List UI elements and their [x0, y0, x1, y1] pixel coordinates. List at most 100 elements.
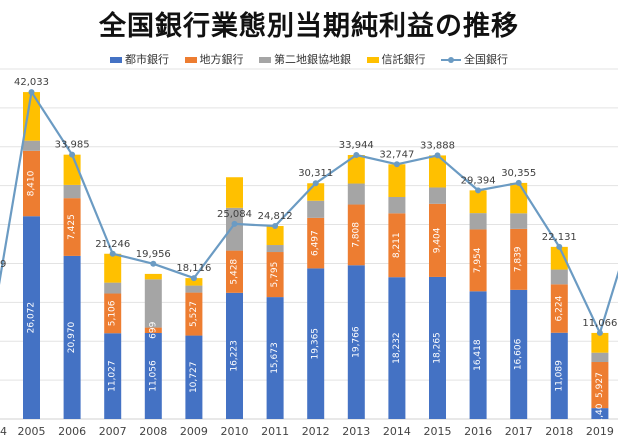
- bar-segment-regional-banks: [347, 204, 365, 266]
- line-point-all-banks: [556, 243, 563, 250]
- legend-label-trust-banks: 信託銀行: [381, 53, 426, 66]
- bar-label-regional-banks: 7,954: [473, 247, 483, 273]
- bar-segment-trust-banks: [510, 182, 528, 214]
- x-tick-label: 2011: [261, 425, 289, 438]
- line-point-all-banks: [231, 220, 238, 227]
- bar-label-city-banks: 20,970: [67, 321, 77, 353]
- legend-swatch-second-regional-banks: [259, 57, 271, 63]
- line-label-all-banks: 33,985: [55, 140, 90, 151]
- bar-segment-second-regional-banks: [388, 196, 406, 214]
- bar-segment-regional-banks: [307, 217, 325, 269]
- line-label-all-banks: 22,131: [542, 232, 577, 243]
- bar-label-regional-banks: 7,425: [67, 214, 77, 240]
- bar-segment-regional-banks: [429, 203, 446, 277]
- line-label-all-banks: 11,066: [582, 318, 617, 329]
- bar-segment-trust-banks: [550, 246, 568, 270]
- bar-label-regional-banks: 5,428: [230, 259, 240, 285]
- x-tick-label: 2010: [221, 425, 249, 438]
- bar-segment-regional-banks: [510, 228, 528, 290]
- bar-label-regional-banks: 9,404: [433, 227, 443, 253]
- line-label-all-banks: 29,394: [461, 175, 496, 186]
- legend-item-regional-banks: 地方銀行: [184, 51, 244, 67]
- bar-segment-regional-banks: [104, 293, 122, 334]
- x-tick-label: 2017: [505, 425, 533, 438]
- line-label-all-banks: 24,812: [258, 211, 293, 222]
- legend-swatch-trust-banks: [366, 57, 379, 63]
- bar-segment-second-regional-banks: [510, 213, 528, 229]
- legend-line-all-banks: [441, 56, 461, 64]
- bar-label-regional-banks: 5,527: [189, 301, 199, 327]
- bar-label-city-banks: 19,766: [351, 326, 361, 358]
- line-point-all-banks: [272, 223, 279, 230]
- line-label-edge: 9: [0, 259, 6, 270]
- bar-segment-trust-banks: [226, 177, 243, 208]
- bar-label-city-banks: 18,232: [392, 332, 402, 364]
- x-tick-label: 2007: [99, 425, 127, 438]
- bar-segment-trust-banks: [104, 253, 122, 283]
- x-tick-label: 2013: [342, 425, 370, 438]
- line-label-all-banks: 30,311: [298, 168, 333, 179]
- legend-item-all-banks: 全国銀行: [441, 51, 508, 67]
- bar-label-regional-banks: 6,224: [554, 295, 564, 321]
- line-point-all-banks: [150, 260, 157, 267]
- x-tick-label: 2012: [302, 425, 330, 438]
- legend-swatch-regional-banks: [184, 57, 197, 63]
- bar-segment-second-regional-banks: [144, 279, 162, 328]
- legend-label-second-regional-banks: 第二地銀協地銀: [274, 53, 351, 66]
- bar-segment-city-banks: [388, 277, 406, 419]
- bar-segment-second-regional-banks: [63, 184, 81, 199]
- legend-label-all-banks: 全国銀行: [464, 53, 508, 66]
- bar-segment-trust-banks: [388, 164, 406, 197]
- line-point-all-banks: [312, 180, 319, 187]
- x-tick-label: 2019: [586, 425, 614, 438]
- x-tick-label: 2016: [464, 425, 492, 438]
- x-tick-label: 2014: [383, 425, 411, 438]
- bar-segment-second-regional-banks: [429, 187, 446, 204]
- bar-label-regional-banks: 5,795: [270, 262, 280, 288]
- bar-segment-second-regional-banks: [591, 352, 609, 363]
- line-label-all-banks: 30,355: [501, 168, 536, 179]
- bar-label-regional-banks: 5,927: [595, 372, 605, 398]
- bar-segment-city-banks: [104, 333, 122, 419]
- line-point-all-banks: [28, 89, 35, 96]
- bar-label-regional-banks: 7,839: [514, 246, 524, 272]
- bar-segment-trust-banks: [347, 154, 365, 184]
- line-label-all-banks: 33,944: [339, 140, 374, 151]
- bar-label-city-banks: 11,056: [148, 360, 158, 392]
- x-tick-label: 2009: [180, 425, 208, 438]
- bar-segment-city-banks: [307, 268, 325, 419]
- bar-segment-city-banks: [469, 291, 487, 419]
- bar-label-city-banks: 10,727: [189, 362, 199, 394]
- bar-segment-second-regional-banks: [307, 200, 325, 218]
- bar-segment-city-banks: [23, 216, 40, 419]
- legend-item-second-regional-banks: 第二地銀協地銀: [259, 51, 351, 67]
- x-tick-label: 2018: [545, 425, 573, 438]
- line-label-all-banks: 21,246: [95, 239, 130, 250]
- bar-segment-regional-banks: [388, 213, 406, 278]
- line-point-all-banks: [434, 152, 441, 159]
- line-point-all-banks: [353, 151, 360, 158]
- bar-segment-city-banks: [429, 276, 446, 419]
- bar-segment-second-regional-banks: [266, 245, 284, 253]
- bar-segment-city-banks: [550, 332, 568, 419]
- line-label-all-banks: 25,084: [217, 209, 252, 220]
- bar-label-city-banks: 11,027: [108, 360, 118, 392]
- line-label-all-banks: 32,747: [379, 149, 414, 160]
- bar-label-city-banks: 19,365: [311, 328, 321, 360]
- line-point-all-banks: [475, 187, 482, 194]
- x-tick-label: 2006: [58, 425, 86, 438]
- bar-label-city-banks: 18,265: [433, 332, 443, 364]
- bar-segment-trust-banks: [429, 155, 446, 188]
- bar-label-regional-banks: 5,106: [108, 300, 118, 326]
- bar-segment-trust-banks: [185, 278, 203, 286]
- bar-segment-regional-banks: [23, 150, 40, 217]
- bar-segment-second-regional-banks: [347, 183, 365, 205]
- bar-segment-city-banks: [510, 289, 528, 419]
- bar-label-city-banks: 16,223: [230, 340, 240, 372]
- bar-segment-city-banks: [63, 255, 81, 419]
- bar-label-city-banks: 11,089: [554, 360, 564, 392]
- bar-segment-regional-banks: [226, 250, 243, 293]
- bar-segment-regional-banks: [185, 292, 203, 336]
